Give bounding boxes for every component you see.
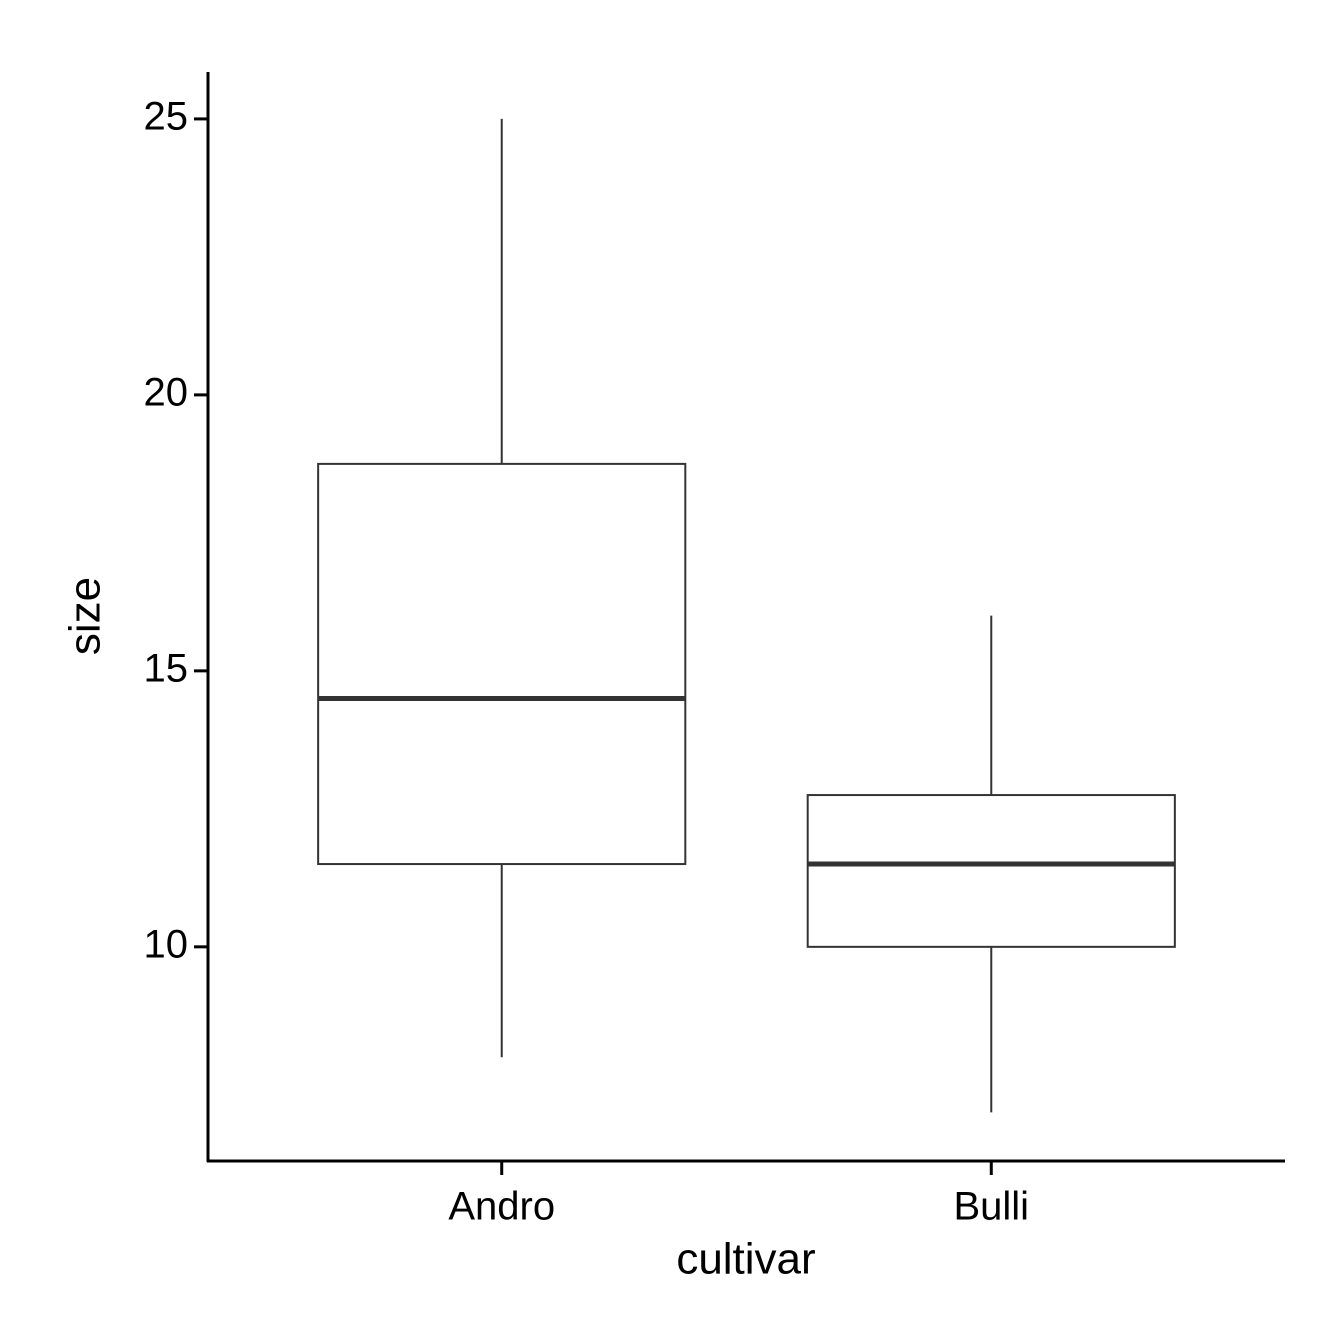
y-tick-label: 25	[144, 94, 189, 138]
x-axis-title: cultivar	[676, 1235, 815, 1284]
box	[317, 462, 687, 866]
y-tick-label: 10	[144, 922, 189, 966]
x-tick-label: Andro	[448, 1185, 555, 1229]
y-tick-label: 15	[144, 646, 189, 690]
y-axis-title: size	[61, 577, 110, 655]
x-tick-label: Bulli	[953, 1185, 1029, 1229]
y-tick-label: 20	[144, 370, 189, 414]
box	[806, 794, 1176, 948]
